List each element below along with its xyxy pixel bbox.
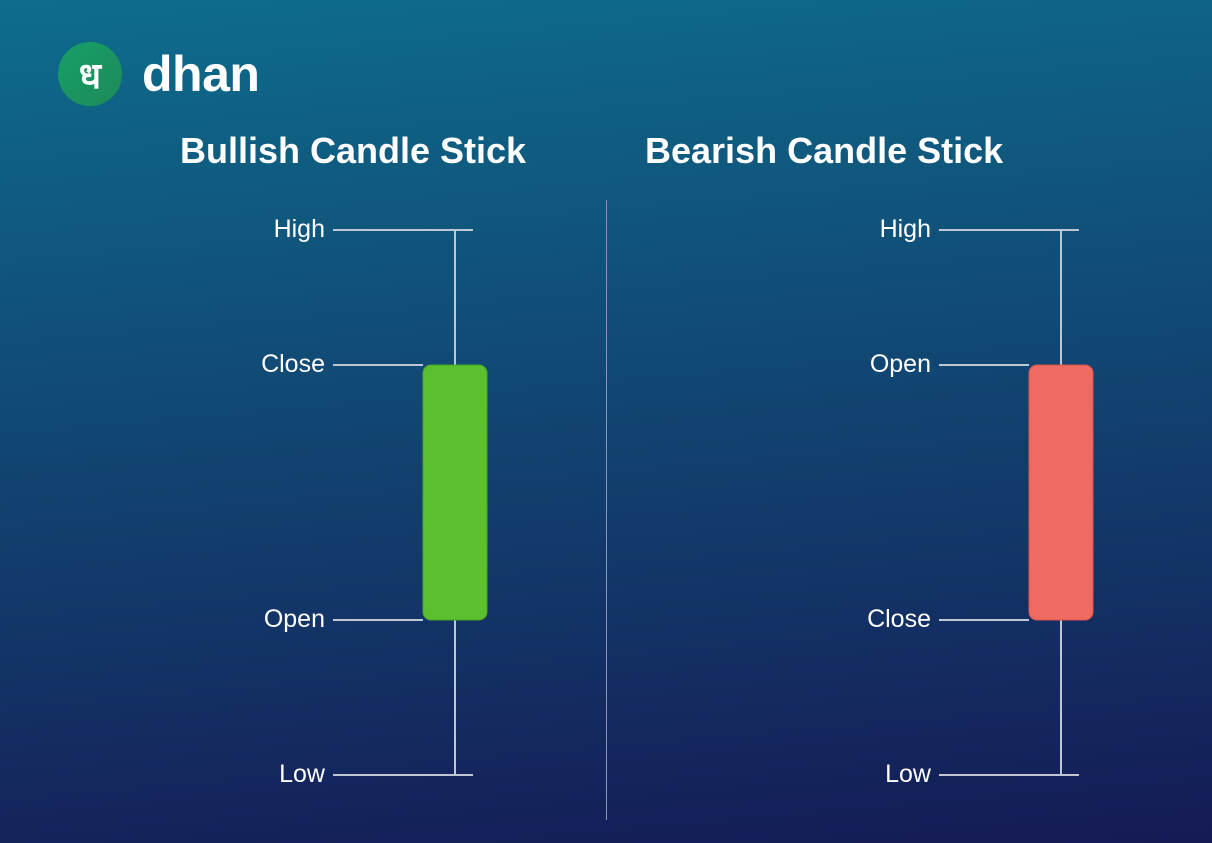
label-high: High (274, 215, 325, 244)
brand-logo-icon: ध (58, 42, 122, 106)
bearish-title: Bearish Candle Stick (645, 130, 1003, 172)
brand-logo-glyph: ध (79, 50, 101, 99)
label-open: Open (264, 605, 325, 634)
bullish-title: Bullish Candle Stick (180, 130, 526, 172)
header: ध dhan (58, 42, 259, 106)
label-low: Low (279, 760, 325, 789)
label-close: Close (867, 605, 931, 634)
brand-name: dhan (142, 45, 259, 103)
bullish-candle-svg (0, 220, 606, 820)
label-open: Open (870, 350, 931, 379)
label-high: High (880, 215, 931, 244)
bearish-candle-svg (606, 220, 1212, 820)
label-low: Low (885, 760, 931, 789)
label-close: Close (261, 350, 325, 379)
